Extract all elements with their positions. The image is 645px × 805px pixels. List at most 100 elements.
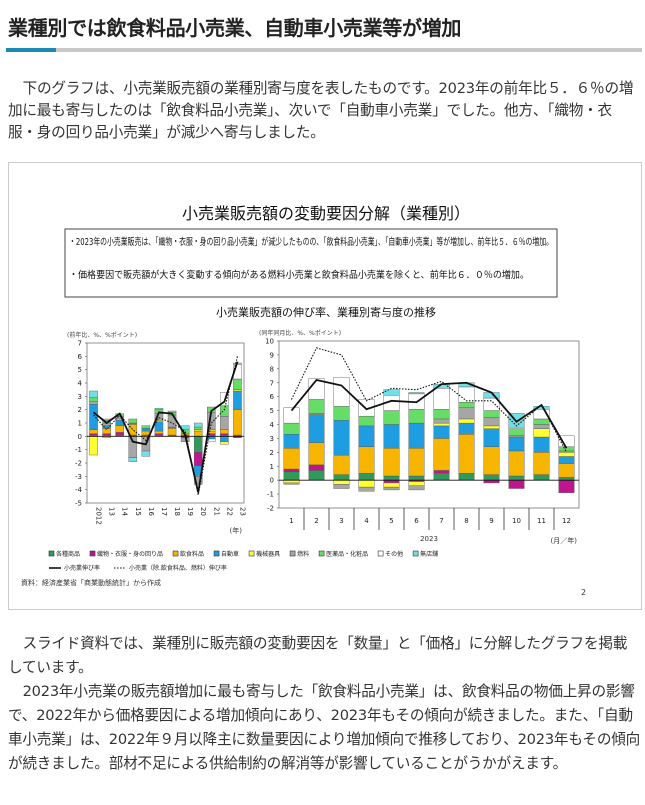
x-tick-label: 12 [562,517,571,525]
legend-label: 機械器具 [256,550,280,558]
bar-segment [308,413,325,415]
x-tick-label: 13 [108,507,116,516]
note-2: ・価格要因で販売額が大きく変動する傾向がある燃料小売業と飲食料品小売業を除くと、… [69,269,529,281]
y-tick-label: 3 [270,435,274,443]
bar-segment [220,405,229,417]
bar-segment [358,479,375,488]
note-1: ・2023年の小売業販売は、「織物・衣服・身の回り品小売業」が減少したものの、「… [69,236,553,248]
bar-segment [308,399,325,414]
bar-segment [358,425,375,447]
bar-segment [383,482,400,488]
bar-segment [433,388,450,410]
title-underline-accent [6,48,56,52]
bar-segment [408,481,425,486]
bar-segment [358,486,375,492]
y-tick-label: -3 [75,473,82,481]
bar-segment [533,428,550,438]
bar-segment [408,447,425,477]
page-number: 2 [581,588,586,597]
legend-swatch [318,550,325,557]
bar-segment [128,436,138,458]
bar-segment [458,418,475,424]
bar-segment [408,485,425,491]
retail-growth-line [290,378,568,449]
bar-segment [283,422,300,435]
bar-segment [458,407,475,420]
y-tick-label: 4 [270,421,275,429]
bar-segment [89,404,98,430]
y-tick-label: 6 [270,393,275,401]
bar-segment [533,436,550,453]
bar-segment [508,436,525,452]
y-tick-label: -1 [267,491,274,499]
y-tick-label: -2 [75,460,82,468]
bar-segment [383,424,400,449]
legend-label: その他 [385,550,403,558]
figure-chart: 小売業販売額の変動要因分解（業種別） ・2023年の小売業販売は、「織物・衣服・… [21,204,586,597]
legend-swatch [89,550,96,557]
bar-segment [89,429,98,434]
bar-segment [383,410,400,425]
bar-segment [333,454,350,475]
bar-segment [483,410,500,418]
legend-line-label: 小売業（除.飲食料品、燃料）伸び率 [129,564,227,572]
x-tick-label: 20 [199,507,207,516]
bar-segment [383,447,400,477]
bar-segment [333,406,350,421]
chart-subtitle: 小売業販売額の伸び率、業種別寄与度の推移 [216,305,436,319]
x-tick-label: 10 [512,517,521,525]
bar-segment [483,417,500,427]
bar-segment [308,414,325,443]
legend-label: 自動車 [221,550,239,558]
closing-section: スライド資料では、業種別に販売額の変動要因を「数量」と「価格」に分解したグラフを… [8,632,640,776]
bar-segment [458,402,475,409]
bar-segment [220,416,229,430]
x-tick-label: 7 [439,517,443,525]
figure-title: 小売業販売額の変動要因分解（業種別） [182,204,470,223]
legend-label: 織物・衣服・身の回り品 [97,550,163,558]
chart-legend: 各種商品 織物・衣服・身の回り品 飲食料品 自動車 機械器具 燃料 医薬品・化粧品 その他 無店… [48,550,438,572]
bar-segment [433,470,450,474]
x-tick-label: 1 [289,517,293,525]
y-tick-label: -4 [75,486,83,494]
bar-segment [408,408,425,424]
legend-swatch [48,550,55,557]
bar-segment [433,422,450,427]
legend-label: 各種商品 [56,550,80,558]
bar-segment [558,463,575,478]
bar-segment [383,389,400,396]
x-tick-label: 3 [339,517,343,525]
x-tick-label: 18 [173,507,181,516]
bar-segment [89,436,98,456]
bar-segment [333,474,350,481]
figure-slide: 小売業販売額の変動要因分解（業種別） ・2023年の小売業販売は、「織物・衣服・… [8,162,642,610]
bar-segment [383,486,400,491]
bar-segment [167,428,177,436]
bar-segment [193,426,203,430]
x-tick-label: 19 [186,507,194,516]
legend-swatch [289,550,296,557]
bar-segment [167,426,177,429]
bar-segment [433,438,450,471]
bar-segment [102,433,111,436]
title-underline [6,48,642,52]
bar-segment [220,436,229,442]
y-tick-label: -1 [75,446,82,454]
x-tick-label: 21 [212,507,220,516]
bar-segment [333,484,350,489]
x-tick-label: 17 [160,507,168,516]
bar-segment [154,421,164,432]
y-tick-label: 2 [78,406,82,414]
legend-swatch [172,550,179,557]
intro-paragraph: 下のグラフは、小売業販売額の業種別寄与度を表したものです。2023年の前年比５．… [8,80,634,141]
x-tick-label: 22 [225,507,233,516]
x-tick-label: 4 [364,517,369,525]
bar-segment [89,390,98,398]
y-tick-label: 2 [270,449,274,457]
bar-segment [433,408,450,420]
bar-segment [283,482,300,485]
bar-segment [408,475,425,481]
bar-segment [433,473,450,481]
bar-segment [141,450,151,457]
